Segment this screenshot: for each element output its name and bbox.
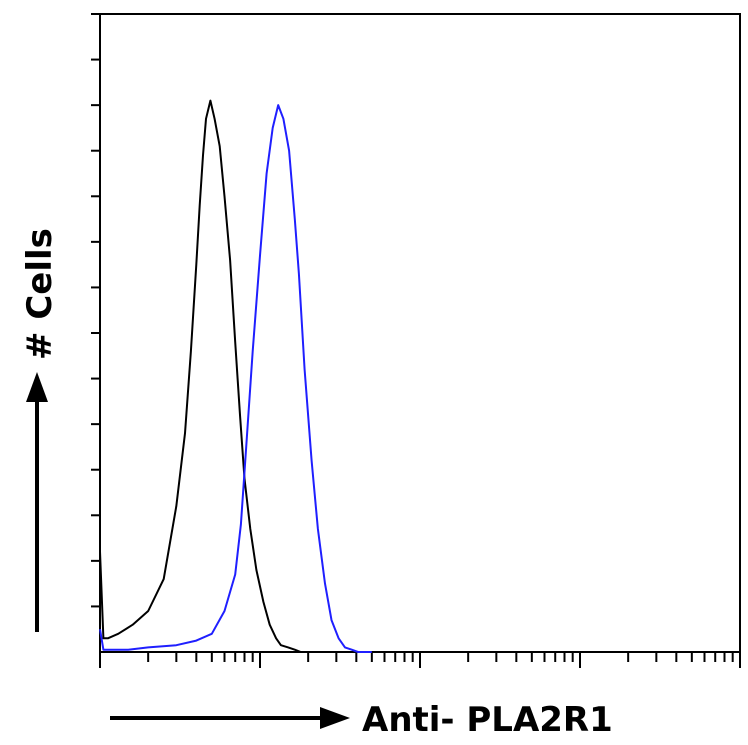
y-axis-ticks bbox=[91, 13, 100, 608]
y-axis-label: # Cells bbox=[20, 228, 60, 360]
y-axis-arrow-head bbox=[26, 372, 48, 402]
plot-frame bbox=[99, 13, 741, 653]
histogram-curves bbox=[99, 99, 372, 653]
x-axis-label: Anti- PLA2R1 bbox=[362, 700, 613, 740]
x-axis-ticks bbox=[99, 652, 741, 668]
x-axis-label-group: Anti- PLA2R1 bbox=[110, 700, 613, 740]
x-axis-arrow-head bbox=[320, 707, 350, 729]
control-histogram-line bbox=[99, 99, 309, 653]
y-axis-label-group: # Cells bbox=[20, 228, 60, 632]
antibody-histogram-line bbox=[99, 104, 372, 653]
